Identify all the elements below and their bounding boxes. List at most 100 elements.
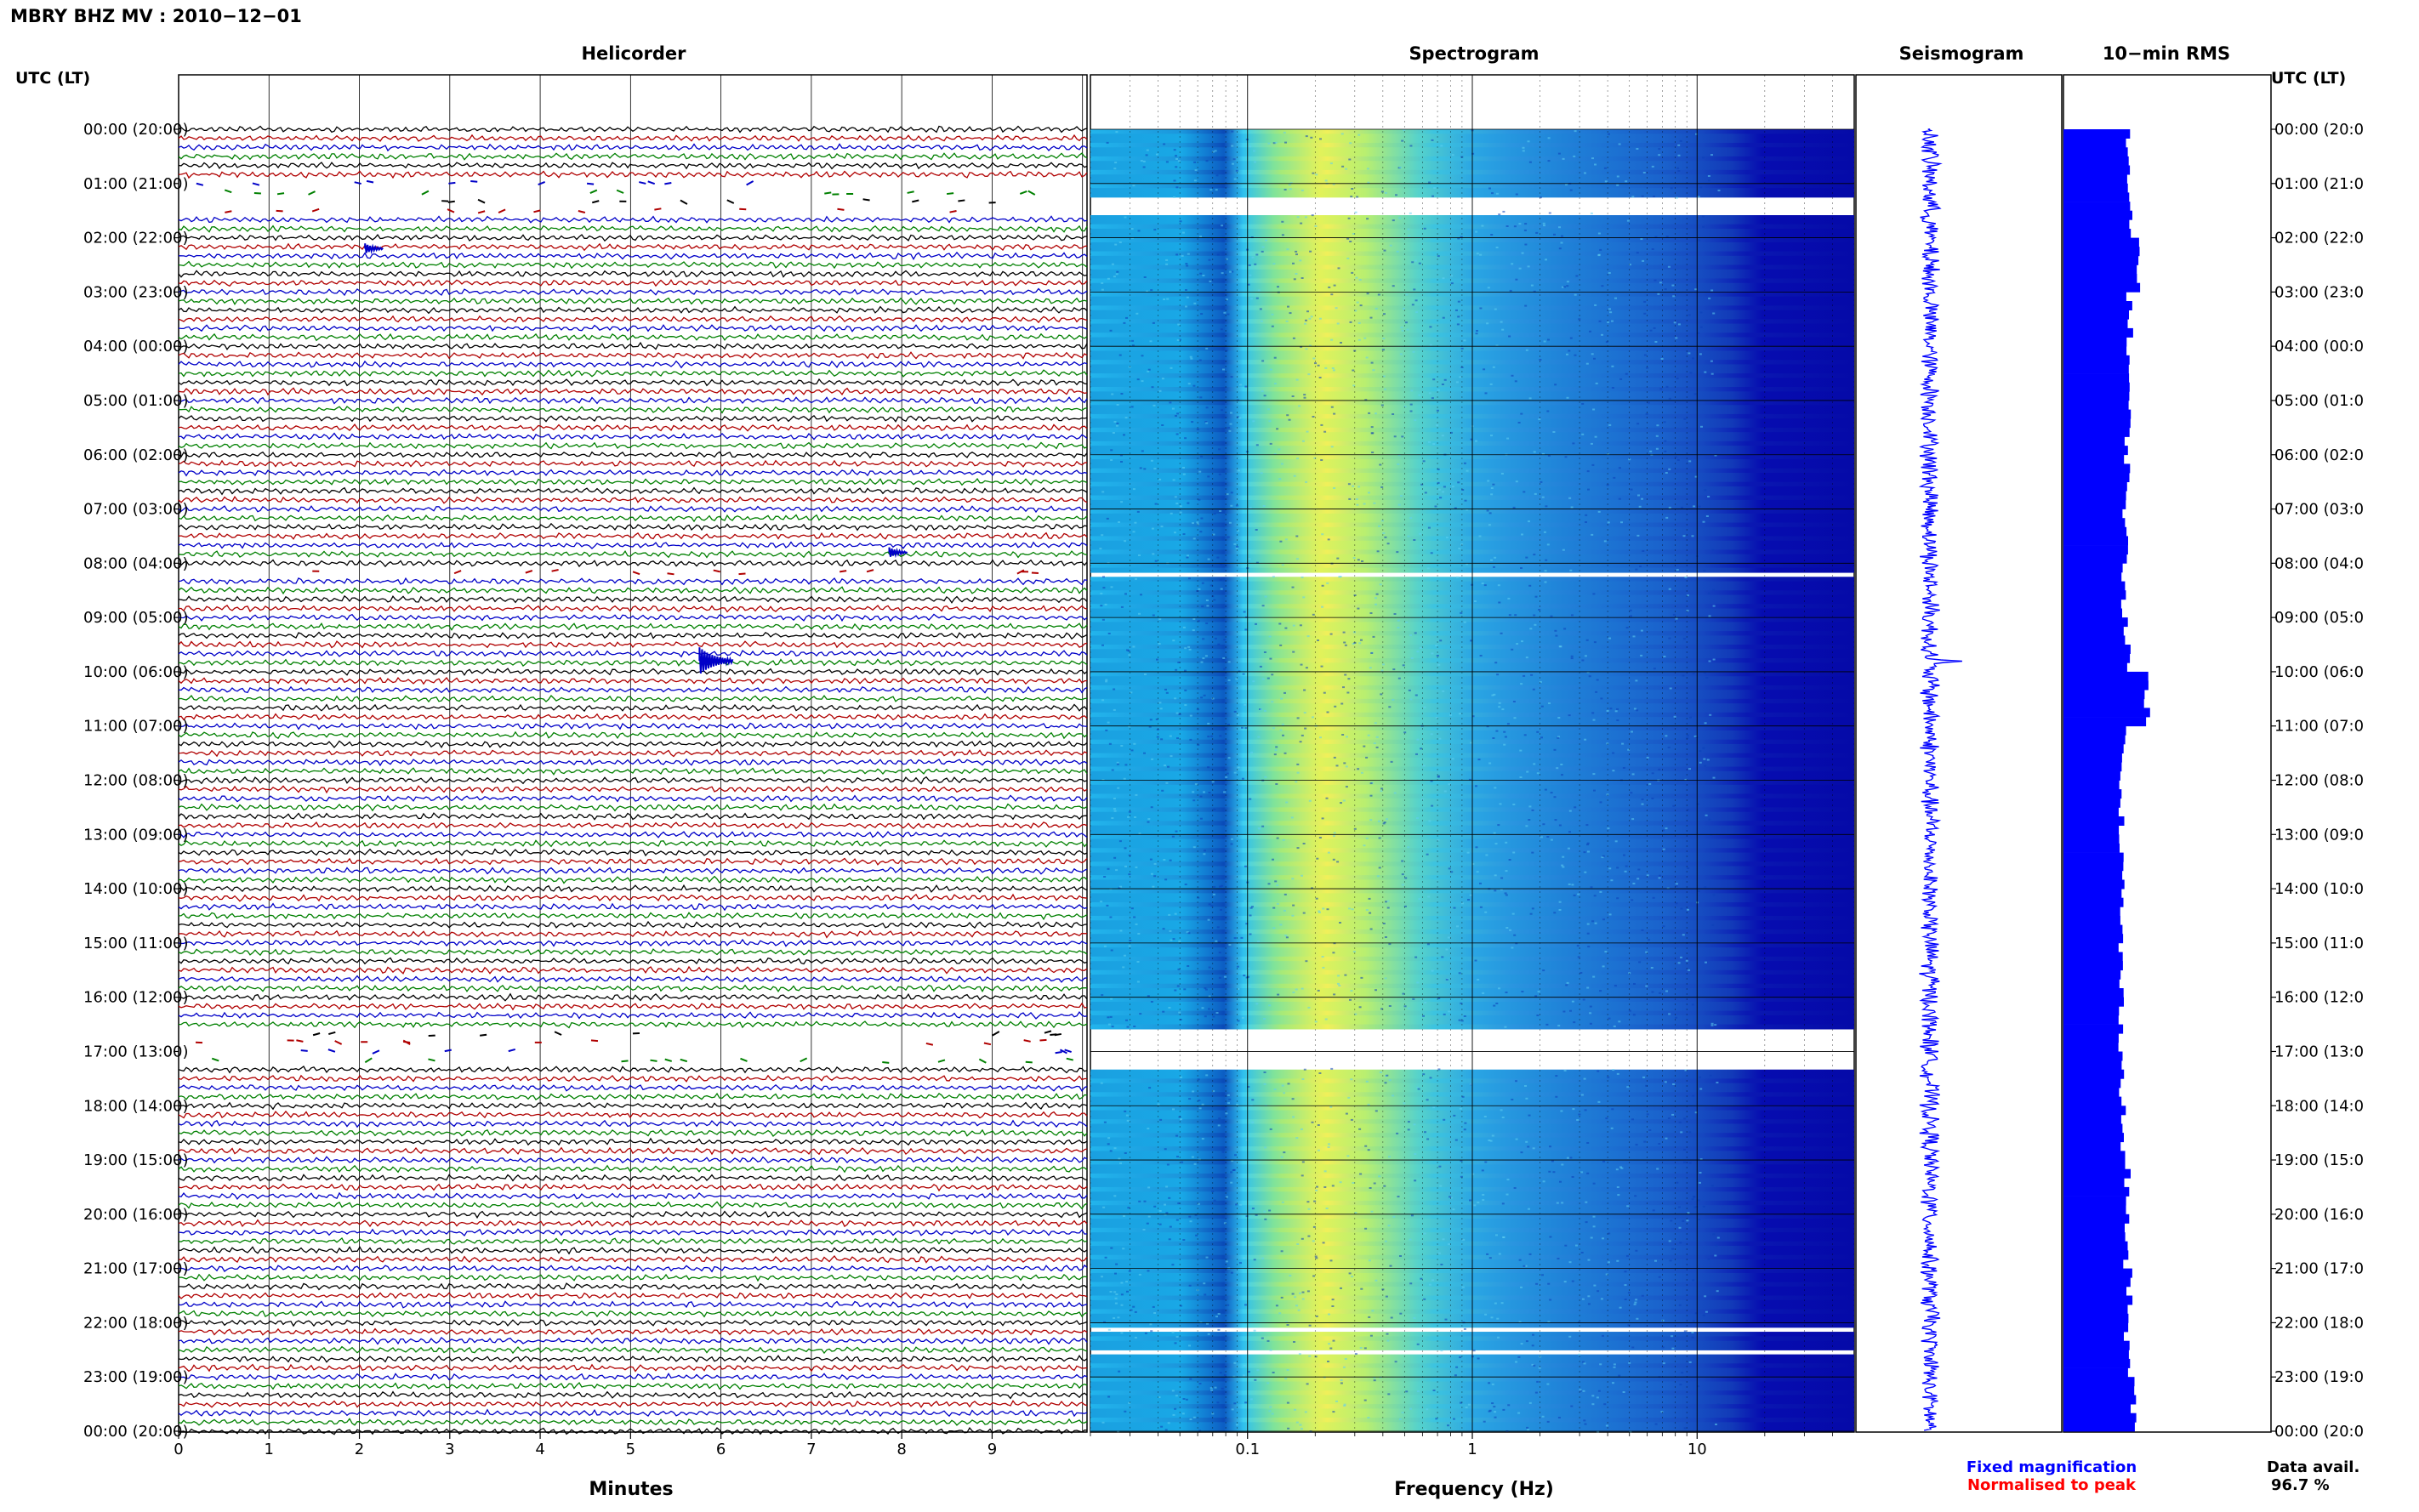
spectrogram-speckle bbox=[1110, 998, 1113, 1000]
spectrogram-speckle bbox=[1665, 472, 1668, 474]
spectrogram-speckle bbox=[1704, 489, 1707, 492]
spectrogram-speckle bbox=[1495, 344, 1499, 347]
spectrogram-speckle bbox=[1691, 1198, 1694, 1201]
spectrogram-speckle bbox=[1618, 143, 1621, 145]
spectrogram-speckle bbox=[1377, 293, 1380, 296]
spectrogram-speckle bbox=[1360, 771, 1363, 774]
spectrogram-speckle bbox=[1175, 830, 1178, 833]
spectrogram-speckle bbox=[1636, 1317, 1639, 1320]
helicorder-trace bbox=[178, 631, 1088, 640]
spectrogram-speckle bbox=[1442, 491, 1445, 493]
spectrogram-speckle bbox=[1175, 668, 1178, 671]
spectrogram-speckle bbox=[1652, 1209, 1655, 1212]
spectrogram-speckle bbox=[1343, 1366, 1346, 1368]
rms-bar bbox=[2063, 725, 2126, 736]
spectrogram-speckle bbox=[1367, 1417, 1370, 1418]
helicorder-trace bbox=[178, 803, 1088, 812]
rms-bar bbox=[2063, 518, 2126, 528]
spectrogram-speckle bbox=[1186, 296, 1189, 298]
spectrogram-speckle bbox=[1280, 1156, 1283, 1158]
spectrogram-speckle bbox=[1197, 620, 1200, 622]
spectrogram-speckle bbox=[1198, 1107, 1202, 1110]
spectrogram-speckle bbox=[1299, 741, 1302, 743]
spectrogram-speckle bbox=[1271, 325, 1274, 327]
spectrogram-speckle bbox=[1235, 1203, 1238, 1206]
spectrogram-speckle bbox=[1273, 453, 1277, 455]
spectrogram-speckle bbox=[1119, 929, 1123, 932]
spectrogram-speckle bbox=[1520, 683, 1523, 685]
helicorder-trace-fragment bbox=[925, 1042, 934, 1046]
spectrogram-speckle bbox=[1502, 1408, 1505, 1411]
spectrogram-speckle bbox=[1524, 243, 1528, 246]
spectrogram-speckle bbox=[1179, 1019, 1182, 1020]
spectrogram-speckle bbox=[1564, 456, 1568, 458]
spectrogram-speckle bbox=[1101, 1276, 1103, 1278]
spectrogram-speckle bbox=[1249, 145, 1252, 148]
helicorder-trace-fragment bbox=[1064, 1049, 1072, 1054]
spectrogram-speckle bbox=[1409, 410, 1413, 412]
spectrogram-speckle bbox=[1477, 979, 1480, 981]
spectrogram-speckle bbox=[1494, 1411, 1497, 1413]
spectrogram-speckle bbox=[1403, 905, 1407, 907]
helicorder-trace-fragment bbox=[470, 179, 478, 183]
spectrogram-speckle bbox=[1207, 722, 1210, 725]
spectrogram-speckle bbox=[1488, 762, 1492, 765]
helicorder-trace-fragment bbox=[312, 1032, 321, 1037]
spectrogram-speckle bbox=[1172, 639, 1175, 642]
rms-bar bbox=[2063, 635, 2126, 645]
rms-bar bbox=[2063, 1096, 2122, 1106]
spectrogram-speckle bbox=[1403, 129, 1406, 131]
spectrogram-speckle bbox=[1400, 495, 1403, 497]
spectrogram-speckle bbox=[1628, 1009, 1631, 1012]
spectrogram-speckle bbox=[1633, 983, 1636, 985]
spectrogram-speckle bbox=[1539, 359, 1542, 361]
spectrogram-speckle bbox=[1135, 577, 1137, 580]
spectrogram-speckle bbox=[1203, 853, 1206, 855]
spectrogram-speckle bbox=[1124, 1410, 1127, 1413]
spectrogram-speckle bbox=[1329, 1347, 1333, 1350]
spectrogram-speckle bbox=[1123, 434, 1125, 436]
spectrogram-speckle bbox=[1675, 1016, 1678, 1019]
spectrogram-speckle bbox=[1273, 356, 1277, 359]
rms-bar bbox=[2063, 229, 2132, 238]
spectrogram-speckle bbox=[1462, 1238, 1466, 1241]
spectrogram-speckle bbox=[1335, 1400, 1338, 1402]
spectrogram-speckle bbox=[1500, 889, 1503, 890]
spectrogram-speckle bbox=[1138, 612, 1141, 615]
spectrogram-speckle bbox=[1230, 843, 1233, 845]
rms-bar bbox=[2063, 671, 2149, 681]
spectrogram-speckle bbox=[1525, 1097, 1528, 1100]
spectrogram-speckle bbox=[1116, 270, 1119, 273]
spectrogram-speckle bbox=[1351, 188, 1354, 190]
spectrogram-speckle bbox=[1175, 158, 1178, 160]
spectrogram-speckle bbox=[1141, 380, 1144, 383]
spectrogram-speckle bbox=[1192, 1416, 1196, 1418]
spectrogram-speckle bbox=[1440, 145, 1443, 147]
spectrogram-speckle bbox=[1520, 1343, 1523, 1345]
rms-bar bbox=[2063, 969, 2121, 980]
spectrogram-speckle bbox=[1321, 817, 1324, 820]
spectrogram-speckle bbox=[1505, 992, 1508, 993]
spectrogram-speckle bbox=[1479, 307, 1483, 310]
spectrogram-speckle bbox=[1642, 550, 1645, 552]
spectrogram-speckle bbox=[1197, 1078, 1200, 1081]
rms-bar bbox=[2063, 1277, 2131, 1287]
spectrogram-speckle bbox=[1632, 883, 1636, 884]
spectrogram-speckle bbox=[1447, 936, 1450, 939]
spectrogram-speckle bbox=[1369, 667, 1372, 669]
time-label-right: 08:00 (04:0 bbox=[2274, 554, 2364, 572]
spectrogram-speckle bbox=[1708, 660, 1711, 662]
spectrogram-speckle bbox=[1710, 154, 1713, 156]
spectrogram-speckle bbox=[1307, 1235, 1311, 1237]
spectrogram-speckle bbox=[1192, 1090, 1195, 1093]
spectrogram-speckle bbox=[1475, 440, 1477, 442]
spectrogram-speckle bbox=[1591, 1403, 1595, 1406]
rms-bar bbox=[2063, 599, 2121, 609]
spectrogram-speckle bbox=[1302, 596, 1306, 599]
spectrogram-speckle bbox=[1441, 956, 1444, 958]
helicorder-trace bbox=[178, 884, 1088, 893]
spectrogram-speckle bbox=[1166, 1163, 1170, 1166]
spectrogram-speckle bbox=[1676, 1181, 1679, 1184]
spectrogram-speckle bbox=[1328, 286, 1331, 288]
spectrogram-speckle bbox=[1301, 440, 1305, 442]
